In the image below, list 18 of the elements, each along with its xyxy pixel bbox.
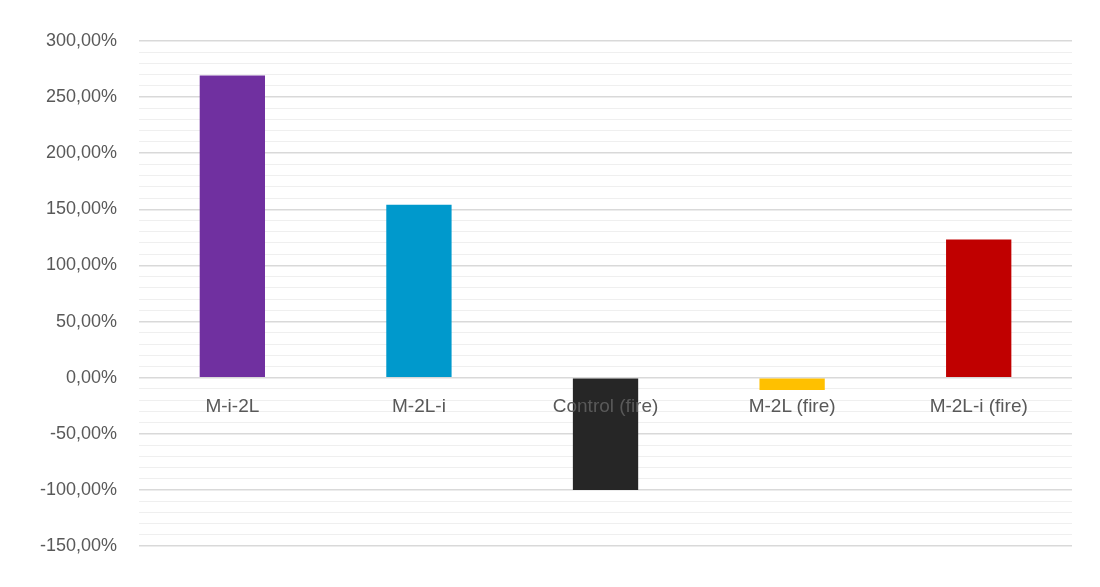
y-tick-label: 200,00% [45,142,118,163]
y-tick-label: 250,00% [45,85,118,106]
y-tick-label: -50,00% [50,422,118,443]
x-tick-label: M-2L (fire) [748,395,836,417]
y-tick-label: 300,00% [45,29,118,50]
bar [946,239,1012,377]
bar [759,378,825,391]
x-tick-label: M-2L-i [392,395,446,417]
y-tick-label: 100,00% [45,254,118,275]
y-tick-label: 50,00% [55,310,118,331]
y-tick-label: 0,00% [66,366,118,387]
x-tick-label: M-2L-i (fire) [929,395,1028,417]
bar [386,204,452,377]
y-tick-label: -150,00% [39,535,118,556]
bar [199,75,265,377]
x-tick-label: M-i-2L [205,395,260,417]
y-tick-label: -100,00% [39,479,118,500]
y-tick-label: 150,00% [45,198,118,219]
